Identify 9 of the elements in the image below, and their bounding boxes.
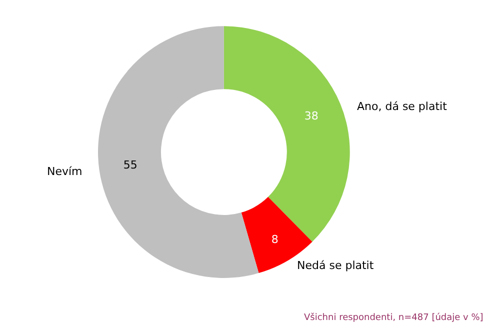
slice-label: Ano, dá se platit (357, 100, 448, 113)
data-label: 55 (123, 158, 138, 172)
slice-label: Nevím (47, 165, 82, 178)
data-label: 8 (271, 232, 278, 246)
donut-slice (98, 26, 259, 278)
data-label: 38 (304, 110, 318, 123)
donut-slice (224, 26, 350, 242)
text: Všichni respondenti, n=487 [údaje v %] (304, 312, 484, 323)
slice-label: Nedá se platit (297, 259, 374, 272)
